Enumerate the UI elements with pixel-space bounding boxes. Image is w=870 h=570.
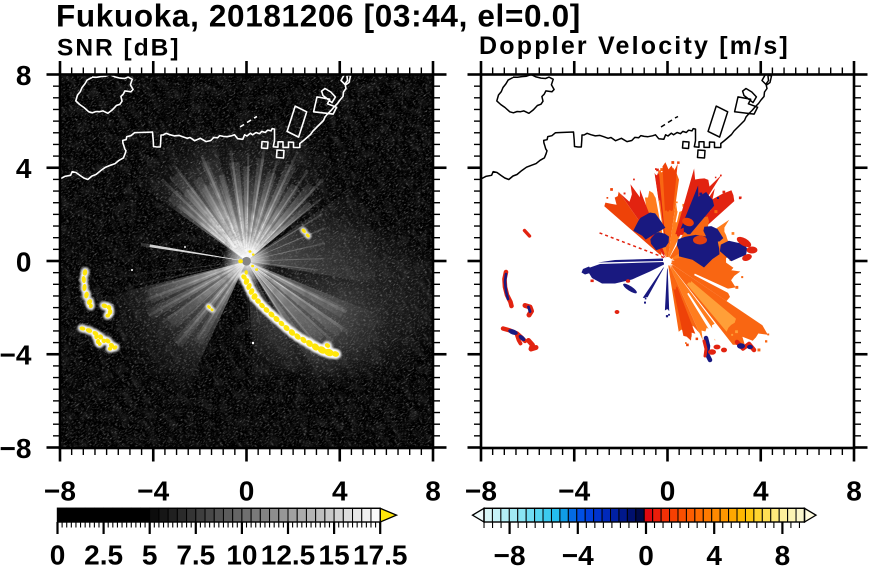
- svg-text:10: 10: [226, 540, 257, 570]
- svg-text:8: 8: [425, 476, 441, 507]
- svg-text:7.5: 7.5: [176, 540, 215, 570]
- svg-text:0: 0: [16, 246, 32, 277]
- svg-text:0: 0: [660, 476, 676, 507]
- svg-text:2.5: 2.5: [84, 540, 123, 570]
- svg-text:4: 4: [753, 476, 769, 507]
- svg-text:Fukuoka, 20181206 [03:44, el=0: Fukuoka, 20181206 [03:44, el=0.0]: [56, 0, 581, 34]
- svg-text:12.5: 12.5: [261, 540, 316, 570]
- svg-text:8: 8: [846, 476, 862, 507]
- svg-text:−4: −4: [137, 476, 169, 507]
- svg-text:4: 4: [706, 540, 722, 570]
- svg-text:5: 5: [142, 540, 158, 570]
- svg-text:Doppler Velocity [m/s]: Doppler Velocity [m/s]: [479, 32, 790, 60]
- svg-text:−8: −8: [494, 540, 526, 570]
- svg-text:4: 4: [16, 153, 32, 184]
- svg-text:0: 0: [239, 476, 255, 507]
- svg-text:−4: −4: [0, 340, 32, 371]
- svg-text:SNR [dB]: SNR [dB]: [57, 35, 181, 62]
- svg-text:8: 8: [16, 60, 32, 91]
- svg-text:−4: −4: [558, 476, 590, 507]
- svg-text:0: 0: [50, 540, 66, 570]
- svg-text:−4: −4: [562, 540, 594, 570]
- svg-text:17.5: 17.5: [353, 540, 408, 570]
- svg-text:−8: −8: [0, 433, 32, 464]
- svg-text:−8: −8: [44, 476, 76, 507]
- svg-text:0: 0: [638, 540, 654, 570]
- svg-text:−8: −8: [465, 476, 497, 507]
- svg-text:15: 15: [319, 540, 350, 570]
- svg-text:4: 4: [332, 476, 348, 507]
- svg-text:8: 8: [775, 540, 791, 570]
